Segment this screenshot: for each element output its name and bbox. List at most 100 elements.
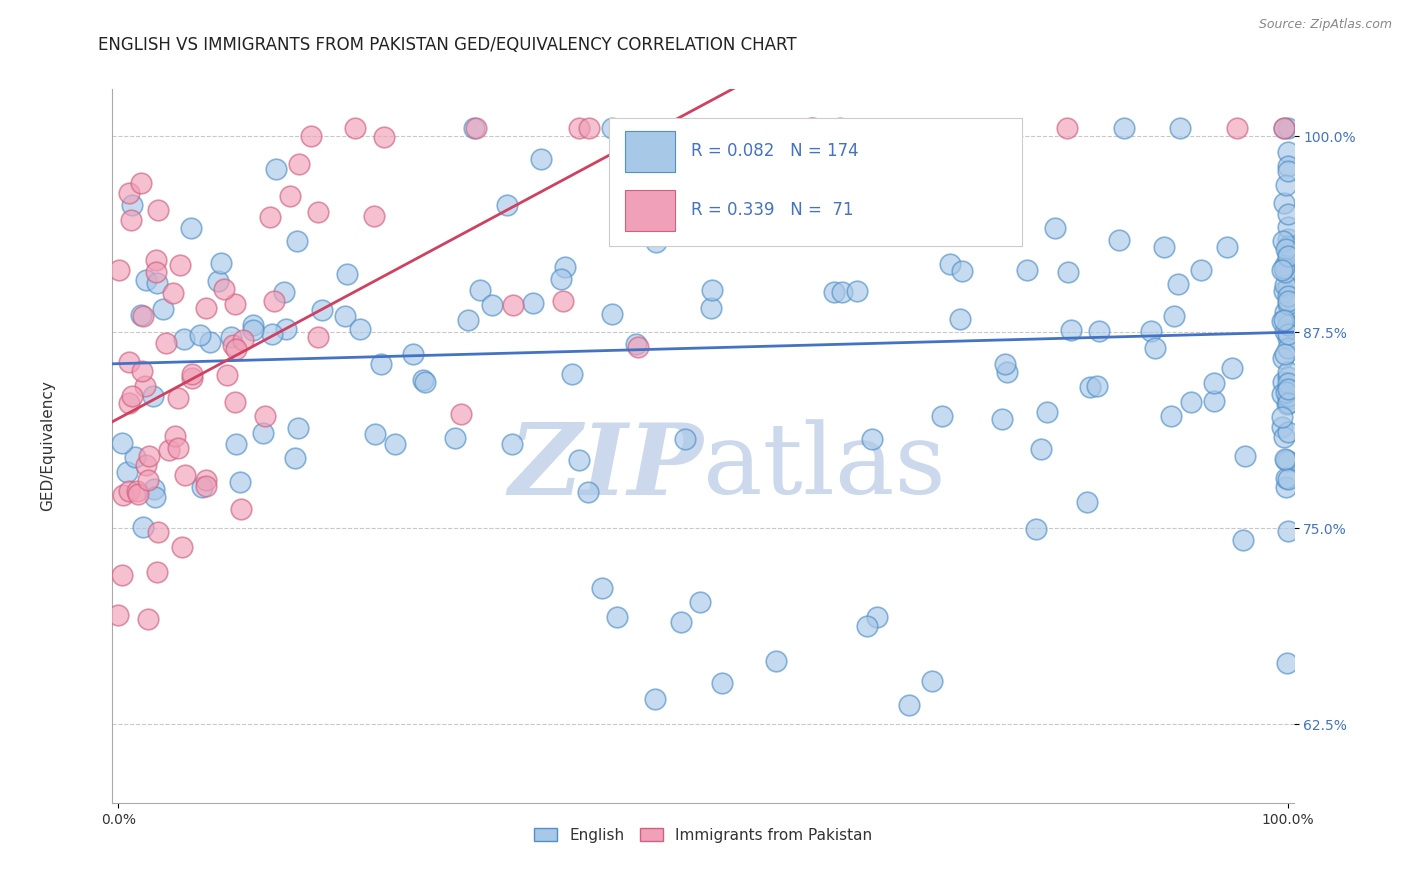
Point — [138, 449, 160, 463]
Point — [1222, 360, 1244, 375]
Point — [121, 198, 143, 212]
Point — [402, 347, 425, 361]
Point — [222, 338, 245, 352]
Point — [898, 698, 921, 713]
Point — [224, 297, 246, 311]
Point — [152, 302, 174, 317]
Point — [800, 121, 823, 136]
Point — [468, 283, 491, 297]
Point — [146, 566, 169, 580]
Point — [1226, 121, 1249, 136]
Point — [1080, 380, 1102, 394]
Point — [1271, 386, 1294, 401]
Point — [108, 263, 131, 277]
Text: Source: ZipAtlas.com: Source: ZipAtlas.com — [1258, 18, 1392, 31]
Point — [1275, 178, 1298, 193]
Point — [465, 121, 488, 136]
Point — [1277, 220, 1299, 235]
Point — [364, 426, 387, 441]
Point — [336, 267, 359, 281]
Point — [991, 411, 1014, 425]
Point — [568, 121, 591, 136]
Point — [288, 156, 311, 170]
Point — [1277, 289, 1299, 303]
Point — [1277, 396, 1299, 410]
Point — [264, 162, 287, 177]
Point — [111, 436, 134, 450]
Point — [180, 221, 202, 235]
Point — [1085, 378, 1108, 392]
Point — [132, 520, 155, 534]
Point — [125, 483, 148, 498]
Point — [591, 582, 613, 596]
Point — [131, 364, 153, 378]
Point — [311, 302, 333, 317]
Point — [142, 388, 165, 402]
Point — [481, 298, 503, 312]
Point — [1277, 232, 1299, 246]
Point — [1277, 145, 1299, 160]
Point — [252, 425, 274, 440]
Point — [188, 328, 211, 343]
Point — [349, 322, 371, 336]
Point — [823, 285, 845, 299]
Point — [1234, 449, 1257, 463]
Point — [162, 285, 184, 300]
Point — [700, 283, 723, 297]
Point — [1277, 327, 1299, 342]
Point — [307, 205, 329, 219]
Point — [1274, 346, 1296, 360]
Point — [1139, 324, 1161, 338]
Point — [157, 443, 180, 458]
Point — [1025, 522, 1047, 536]
Point — [229, 475, 252, 489]
Point — [212, 283, 235, 297]
Point — [551, 293, 574, 308]
Point — [948, 312, 970, 326]
Point — [1015, 263, 1038, 277]
Point — [1277, 454, 1299, 468]
Point — [127, 487, 149, 501]
Point — [1277, 524, 1299, 539]
Point — [1189, 263, 1212, 277]
Point — [173, 332, 195, 346]
Point — [501, 437, 523, 451]
Point — [225, 342, 247, 356]
Point — [502, 298, 524, 312]
Point — [1277, 392, 1299, 406]
Point — [1056, 121, 1078, 136]
Point — [285, 234, 308, 248]
Text: ZIP: ZIP — [508, 419, 703, 516]
Point — [120, 213, 142, 227]
Point — [1271, 234, 1294, 248]
Point — [143, 482, 166, 496]
Point — [146, 525, 169, 540]
Point — [1277, 293, 1299, 308]
Point — [568, 453, 591, 467]
Point — [1275, 656, 1298, 670]
Point — [224, 395, 246, 409]
Point — [134, 378, 156, 392]
Point — [118, 186, 141, 200]
Point — [262, 326, 284, 341]
Point — [1277, 425, 1299, 440]
Point — [1088, 324, 1111, 338]
Point — [644, 692, 666, 706]
Point — [181, 367, 204, 381]
Point — [522, 296, 544, 310]
Point — [1153, 240, 1175, 254]
Point — [1277, 318, 1299, 333]
Point — [1272, 351, 1295, 366]
Point — [1274, 258, 1296, 272]
Point — [259, 210, 281, 224]
Point — [711, 676, 734, 690]
Point — [299, 129, 322, 144]
Point — [1271, 420, 1294, 434]
Point — [287, 421, 309, 435]
Point — [444, 431, 467, 445]
Point — [181, 371, 204, 385]
Point — [135, 273, 157, 287]
Point — [107, 607, 129, 622]
Point — [232, 333, 254, 347]
Point — [1272, 375, 1295, 389]
